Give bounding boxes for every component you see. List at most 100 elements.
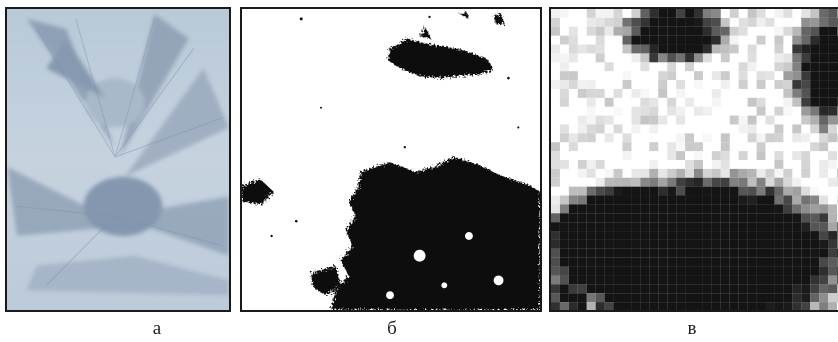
- mosaic-cell: [801, 17, 811, 27]
- mosaic-cell: [577, 257, 587, 267]
- mosaic-cell: [702, 106, 712, 116]
- mosaic-cell: [676, 222, 686, 232]
- mosaic-cell: [765, 115, 775, 125]
- mosaic-cell: [631, 302, 641, 310]
- mosaic-cell: [631, 35, 641, 45]
- mosaic-cell: [685, 266, 695, 276]
- mosaic-cell: [711, 284, 721, 294]
- mosaic-cell: [819, 195, 829, 205]
- mosaic-cell: [738, 222, 748, 232]
- mosaic-cell: [577, 44, 587, 54]
- mosaic-cell: [765, 275, 775, 285]
- mosaic-cell: [756, 71, 766, 81]
- mosaic-cell: [595, 115, 605, 125]
- mosaic-cell: [667, 284, 677, 294]
- mosaic-cell: [551, 177, 560, 187]
- mosaic-cell: [792, 213, 802, 223]
- mosaic-cell: [783, 248, 793, 258]
- mosaic-cell: [613, 17, 623, 27]
- mosaic-cell: [765, 231, 775, 240]
- mosaic-cell: [801, 133, 811, 143]
- mosaic-cell: [765, 17, 775, 27]
- mosaic-cell: [577, 115, 587, 125]
- mosaic-cell: [667, 266, 677, 276]
- mosaic-cell: [551, 151, 560, 160]
- mosaic-cell: [640, 177, 650, 187]
- mosaic-cell: [729, 186, 739, 196]
- mosaic-cell: [756, 284, 766, 294]
- mosaic-cell: [774, 302, 784, 310]
- mosaic-cell: [577, 204, 587, 214]
- mosaic-cell: [694, 239, 703, 249]
- mosaic-cell: [702, 168, 712, 178]
- mosaic-cell: [613, 293, 623, 303]
- mosaic-cell: [702, 284, 712, 294]
- mosaic-cell: [613, 177, 623, 187]
- mosaic-cell: [586, 204, 596, 214]
- mosaic-cell: [577, 266, 587, 276]
- mosaic-cell: [658, 71, 668, 81]
- mosaic-cell: [801, 239, 811, 249]
- mosaic-cell: [667, 17, 677, 27]
- mosaic-cell: [702, 222, 712, 232]
- mosaic-cell: [649, 257, 659, 267]
- mosaic-cell: [747, 302, 757, 310]
- mosaic-cell: [577, 213, 587, 223]
- mosaic-cell: [595, 159, 605, 169]
- mosaic-cell: [828, 26, 838, 36]
- mosaic-cell: [828, 17, 838, 27]
- mosaic-cell: [613, 204, 623, 214]
- mosaic-cell: [801, 302, 811, 310]
- mosaic-cell: [801, 151, 811, 160]
- mosaic-cell: [819, 213, 829, 223]
- mosaic-cell: [649, 248, 659, 258]
- mosaic-cell: [559, 133, 569, 143]
- mosaic-cell: [756, 266, 766, 276]
- mosaic-cell: [783, 26, 793, 36]
- mosaic-cell: [658, 275, 668, 285]
- mosaic-cell: [551, 284, 560, 294]
- mosaic-cell: [577, 186, 587, 196]
- mosaic-cell: [810, 231, 820, 240]
- mosaic-cell: [792, 35, 802, 45]
- mosaic-cell: [810, 53, 820, 63]
- mosaic-cell: [631, 266, 641, 276]
- mosaic-cell: [604, 231, 614, 240]
- mosaic-cell: [595, 9, 605, 18]
- mosaic-cell: [810, 124, 820, 134]
- mosaic-cell: [613, 239, 623, 249]
- mosaic-cell: [622, 266, 632, 276]
- mosaic-cell: [568, 142, 578, 152]
- mosaic-cell: [711, 195, 721, 205]
- mosaic-cell: [622, 231, 632, 240]
- mosaic-cell: [711, 213, 721, 223]
- mosaic-cell: [658, 284, 668, 294]
- mosaic-cell: [828, 222, 838, 232]
- mosaic-cell: [622, 293, 632, 303]
- mosaic-cell: [568, 133, 578, 143]
- mosaic-cell: [568, 71, 578, 81]
- mosaic-cell: [738, 302, 748, 310]
- mosaic-cell: [604, 284, 614, 294]
- mosaic-cell: [819, 97, 829, 107]
- mosaic-cell: [649, 275, 659, 285]
- mosaic-cell: [667, 106, 677, 116]
- mosaic-cell: [551, 293, 560, 303]
- mosaic-cell: [792, 293, 802, 303]
- mosaic-cell: [774, 213, 784, 223]
- mosaic-cell: [568, 302, 578, 310]
- mosaic-cell: [613, 26, 623, 36]
- mosaic-cell: [828, 177, 838, 187]
- mosaic-cell: [667, 231, 677, 240]
- mosaic-cell: [658, 293, 668, 303]
- mosaic-cell: [631, 248, 641, 258]
- mosaic-cell: [676, 35, 686, 45]
- mosaic-cell: [819, 71, 829, 81]
- mosaic-cell: [792, 248, 802, 258]
- mosaic-cell: [792, 151, 802, 160]
- mosaic-cell: [774, 124, 784, 134]
- panel-a-caption: а: [152, 318, 162, 339]
- mosaic-cell: [559, 62, 569, 72]
- mosaic-cell: [810, 44, 820, 54]
- mosaic-cell: [577, 80, 587, 89]
